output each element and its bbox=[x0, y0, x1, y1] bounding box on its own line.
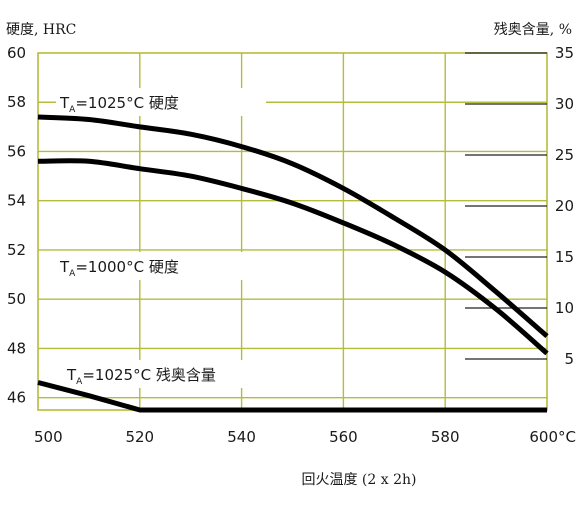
x-tick-label: 500 bbox=[34, 428, 63, 446]
series-label: TA=1025°C 残奥含量 bbox=[66, 366, 216, 387]
x-tick-label: 560 bbox=[329, 428, 358, 446]
left-y-tick-label: 48 bbox=[7, 339, 26, 357]
series-label: TA=1025°C 硬度 bbox=[59, 94, 179, 115]
series-label: TA=1000°C 硬度 bbox=[59, 258, 179, 279]
label-backgrounds bbox=[56, 88, 286, 388]
left-y-tick-label: 54 bbox=[7, 192, 26, 210]
data-lines bbox=[37, 114, 549, 413]
right-y-tick-label: 15 bbox=[555, 248, 574, 266]
left-y-tick-label: 56 bbox=[7, 142, 26, 160]
left-y-tick-label: 60 bbox=[7, 44, 26, 62]
series-labels: TA=1025°C 硬度 TA=1000°C 硬度 TA=1025°C 残奥含量 bbox=[59, 94, 216, 387]
x-tick-label: 580 bbox=[431, 428, 460, 446]
left-y-tick-label: 52 bbox=[7, 241, 26, 259]
x-axis-title: 回火温度 (2 x 2h) bbox=[301, 472, 416, 488]
left-axis-title: 硬度, HRC bbox=[6, 22, 76, 38]
label-background bbox=[56, 252, 261, 280]
right-y-tick-label: 25 bbox=[555, 146, 574, 164]
left-y-tick-label: 46 bbox=[7, 389, 26, 407]
right-y-tick-label: 10 bbox=[555, 299, 574, 317]
series-line bbox=[37, 114, 549, 338]
right-y-tick-label: 5 bbox=[564, 350, 574, 368]
right-y-tick-label: 20 bbox=[555, 197, 574, 215]
tick-labels: 500 520 540 560 580 600°C 46 48 50 52 54 56 58 60 5 10 1… bbox=[7, 44, 576, 446]
label-background bbox=[56, 88, 266, 116]
left-y-tick-label: 50 bbox=[7, 290, 26, 308]
series-line bbox=[37, 380, 547, 413]
x-tick-label: 600°C bbox=[529, 428, 576, 446]
right-axis-title: 残奥含量, % bbox=[494, 21, 572, 38]
x-tick-label: 520 bbox=[125, 428, 154, 446]
right-y-tick-label: 30 bbox=[555, 95, 574, 113]
label-background bbox=[64, 360, 286, 388]
right-y-tick-label: 35 bbox=[555, 44, 574, 62]
series-line bbox=[37, 158, 549, 356]
x-tick-label: 540 bbox=[227, 428, 256, 446]
left-y-tick-label: 58 bbox=[7, 93, 26, 111]
